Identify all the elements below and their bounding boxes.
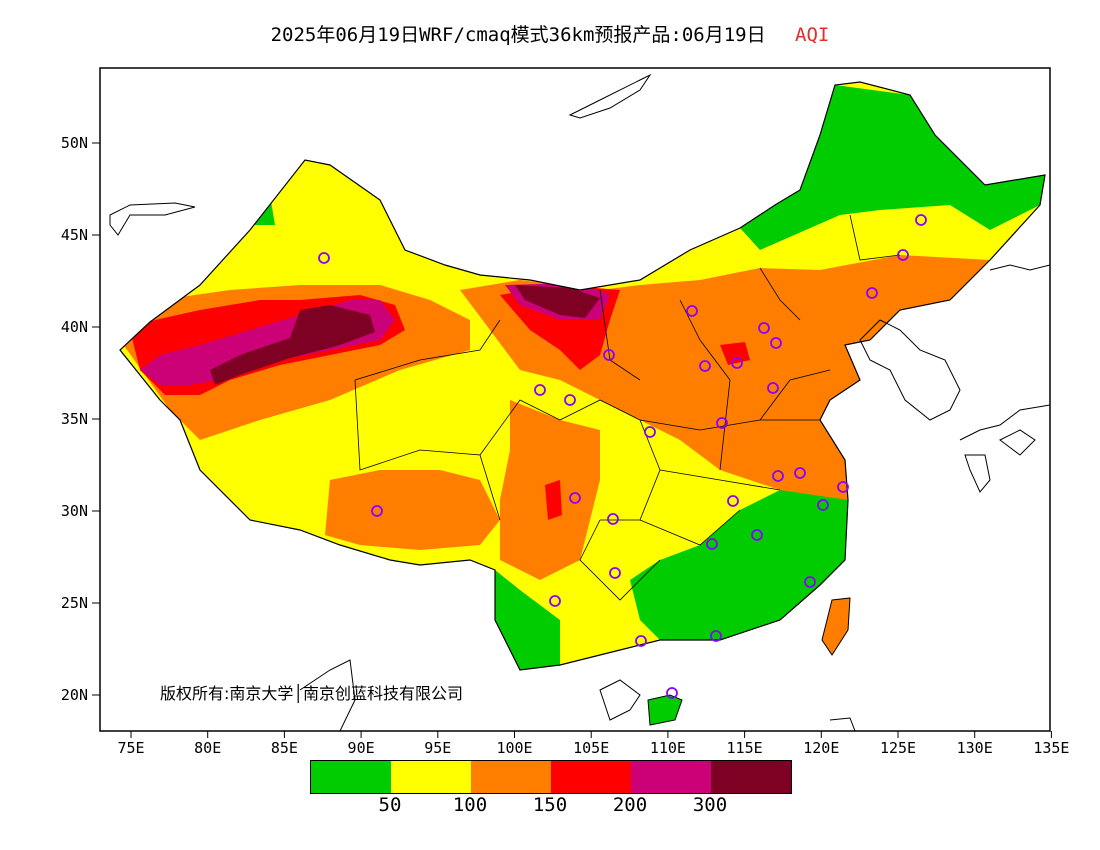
neighbor-coastlines (109, 73, 1050, 731)
aqi-zone-good-northeast (740, 85, 1045, 250)
aqi-zone-hazardous-northwest (210, 305, 375, 385)
lat-label: 45N (61, 226, 88, 244)
legend-swatch (551, 761, 631, 793)
city-marker (866, 287, 878, 299)
lat-label: 40N (61, 318, 88, 336)
city-marker (603, 349, 615, 361)
aqi-zone-good-hainan (647, 694, 683, 726)
city-marker (710, 630, 722, 642)
city-marker (666, 687, 678, 699)
legend-label: 300 (692, 794, 728, 816)
city-marker (772, 470, 784, 482)
map-frame (99, 67, 1051, 732)
lon-label: 130E (957, 739, 993, 757)
aqi-legend-labels: 50 100 150 200 300 (0, 794, 1100, 818)
city-marker (699, 360, 711, 372)
city-marker (794, 467, 806, 479)
legend-label: 200 (612, 794, 648, 816)
aqi-legend (310, 760, 792, 794)
city-marker (770, 337, 782, 349)
lon-label: 115E (727, 739, 763, 757)
aqi-zone-sensitive-taiwan (821, 597, 851, 656)
lat-label: 20N (61, 686, 88, 704)
city-marker (607, 513, 619, 525)
legend-label: 50 (378, 794, 402, 816)
legend-swatch (311, 761, 391, 793)
latitude-axis: 50N 45N 40N 35N 30N 25N 20N (61, 134, 100, 704)
city-marker (837, 481, 849, 493)
lon-label: 80E (194, 739, 221, 757)
city-marker (731, 357, 743, 369)
aqi-zone-hazardous-north (515, 285, 600, 318)
city-markers (318, 214, 927, 699)
lon-label: 100E (496, 739, 532, 757)
aqi-zone-good-southwest (495, 570, 560, 670)
aqi-zone-sensitive-tibet (325, 470, 500, 550)
legend-label: 100 (452, 794, 488, 816)
lat-label: 50N (61, 134, 88, 152)
lon-label: 110E (650, 739, 686, 757)
map-title: 2025年06月19日WRF/cmaq模式36km预报产品:06月19日 AQI (0, 20, 1100, 47)
lon-label: 75E (117, 739, 144, 757)
legend-swatch (391, 761, 471, 793)
city-marker (817, 499, 829, 511)
city-marker (564, 394, 576, 406)
lon-label: 90E (348, 739, 375, 757)
legend-swatch (631, 761, 711, 793)
city-marker (635, 635, 647, 647)
city-marker (751, 529, 763, 541)
aqi-zone-unhealthy-sichuan (545, 480, 562, 520)
city-marker (534, 384, 546, 396)
city-marker (758, 322, 770, 334)
title-variable: AQI (795, 24, 830, 46)
lat-label: 35N (61, 410, 88, 428)
city-marker (549, 595, 561, 607)
city-marker (569, 492, 581, 504)
lon-label: 95E (424, 739, 451, 757)
lon-label: 105E (573, 739, 609, 757)
lon-label: 125E (880, 739, 916, 757)
china-border (119, 81, 1046, 671)
city-marker (767, 382, 779, 394)
lon-label: 120E (803, 739, 839, 757)
lat-label: 25N (61, 594, 88, 612)
city-marker (318, 252, 330, 264)
city-marker (897, 249, 909, 261)
city-marker (727, 495, 739, 507)
city-marker (915, 214, 927, 226)
city-marker (804, 576, 816, 588)
longitude-axis: 75E 80E 85E 90E 95E 100E 105E 110E 115E 120E 125E 1… (117, 731, 1069, 757)
legend-label: 150 (532, 794, 568, 816)
city-marker (371, 505, 383, 517)
city-marker (686, 305, 698, 317)
aqi-zone-unhealthy-hebei (720, 342, 750, 365)
title-main: 2025年06月19日WRF/cmaq模式36km预报产品:06月19日 (270, 24, 766, 46)
city-marker (644, 426, 656, 438)
city-marker (609, 567, 621, 579)
lat-label: 30N (61, 502, 88, 520)
lon-label: 85E (271, 739, 298, 757)
aqi-zone-good-south (630, 490, 848, 640)
lon-label: 135E (1033, 739, 1069, 757)
legend-swatch (471, 761, 551, 793)
legend-swatch (711, 761, 791, 793)
city-marker (716, 417, 728, 429)
province-borders (354, 214, 901, 601)
copyright-notice: 版权所有:南京大学│南京创蓝科技有限公司 (160, 684, 464, 703)
city-marker (706, 538, 718, 550)
